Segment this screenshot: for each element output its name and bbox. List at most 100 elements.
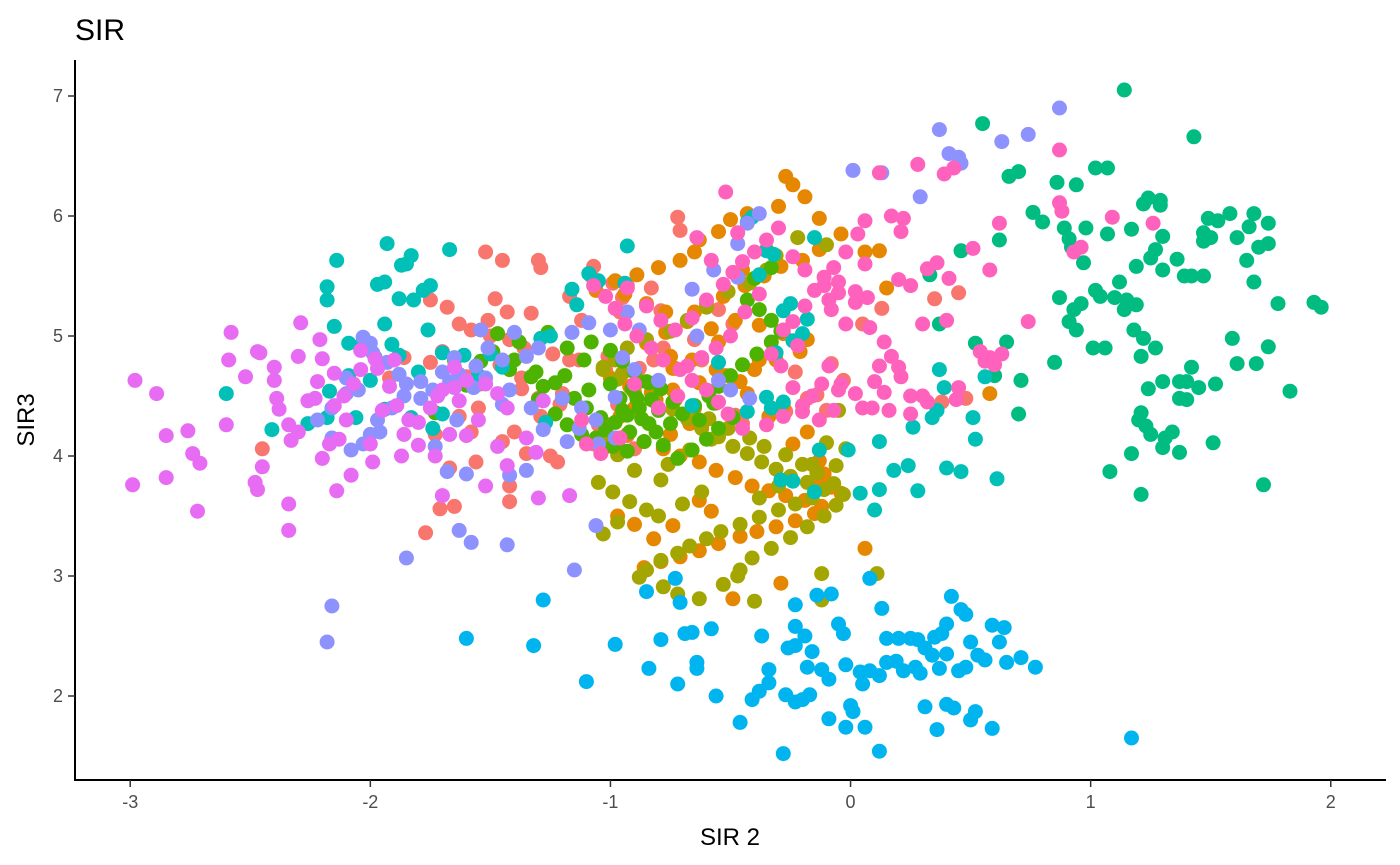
y-tick-label: 3 bbox=[53, 566, 63, 586]
data-point bbox=[502, 382, 518, 398]
data-point bbox=[480, 340, 496, 356]
data-point bbox=[699, 531, 714, 547]
data-point bbox=[927, 291, 943, 307]
data-point bbox=[689, 230, 705, 246]
data-point bbox=[857, 256, 873, 272]
data-point bbox=[588, 518, 604, 534]
data-point bbox=[319, 292, 335, 308]
data-point bbox=[545, 346, 561, 362]
data-point bbox=[370, 360, 385, 376]
data-point bbox=[266, 372, 282, 388]
data-point bbox=[811, 210, 827, 226]
data-point bbox=[871, 358, 887, 374]
data-point bbox=[403, 248, 419, 264]
data-point bbox=[158, 428, 174, 444]
data-point bbox=[855, 676, 871, 692]
data-point bbox=[627, 516, 642, 532]
data-point bbox=[329, 483, 345, 499]
data-point bbox=[672, 222, 688, 238]
data-point bbox=[463, 534, 479, 550]
data-point bbox=[655, 437, 671, 453]
data-point bbox=[871, 668, 887, 684]
data-point bbox=[967, 431, 983, 447]
data-point bbox=[1052, 100, 1067, 116]
data-point bbox=[326, 365, 342, 381]
data-point bbox=[653, 472, 669, 488]
data-point bbox=[895, 210, 911, 226]
data-point bbox=[1116, 82, 1132, 98]
data-point bbox=[773, 358, 789, 374]
data-point bbox=[787, 597, 803, 613]
data-point bbox=[1097, 340, 1113, 356]
data-point bbox=[353, 342, 369, 358]
data-point bbox=[319, 634, 335, 650]
points-layer bbox=[125, 82, 1329, 762]
data-point bbox=[578, 674, 594, 690]
data-point bbox=[643, 280, 659, 296]
data-point bbox=[1013, 372, 1029, 388]
data-point bbox=[816, 508, 832, 524]
data-point bbox=[799, 519, 815, 535]
data-point bbox=[264, 422, 280, 438]
data-point bbox=[523, 305, 539, 321]
data-point bbox=[396, 426, 412, 442]
data-point bbox=[343, 442, 359, 458]
x-axis-ticks: -3 -2 -1 0 1 2 bbox=[122, 780, 1336, 812]
data-point bbox=[684, 442, 700, 458]
data-point bbox=[862, 320, 878, 336]
data-point bbox=[838, 657, 854, 673]
data-point bbox=[290, 348, 306, 364]
data-point bbox=[783, 530, 798, 546]
data-point bbox=[744, 478, 760, 494]
data-point bbox=[506, 352, 522, 368]
data-point bbox=[413, 374, 429, 390]
data-point bbox=[823, 586, 839, 602]
data-point bbox=[732, 714, 748, 730]
data-point bbox=[991, 232, 1007, 248]
data-point bbox=[703, 321, 719, 337]
data-point bbox=[1246, 274, 1262, 290]
data-point bbox=[528, 364, 544, 380]
data-point bbox=[1112, 274, 1127, 290]
data-point bbox=[420, 322, 436, 338]
data-point bbox=[759, 232, 774, 248]
data-point bbox=[451, 522, 467, 538]
data-point bbox=[619, 443, 635, 459]
data-point bbox=[984, 617, 1000, 633]
data-point bbox=[1222, 206, 1238, 222]
data-point bbox=[1248, 356, 1264, 372]
data-point bbox=[627, 376, 642, 392]
data-point bbox=[1073, 239, 1089, 255]
data-point bbox=[1047, 354, 1063, 370]
data-point bbox=[826, 402, 842, 418]
data-point bbox=[835, 486, 851, 502]
data-point bbox=[739, 215, 755, 231]
data-point bbox=[787, 496, 803, 512]
data-point bbox=[751, 206, 767, 222]
data-point bbox=[910, 483, 926, 499]
data-point bbox=[1155, 440, 1171, 456]
y-tick-label: 6 bbox=[53, 206, 63, 226]
data-point bbox=[967, 704, 983, 720]
data-point bbox=[730, 225, 746, 241]
data-point bbox=[713, 524, 729, 540]
data-point bbox=[1196, 233, 1211, 249]
data-point bbox=[739, 404, 755, 420]
data-point bbox=[1136, 330, 1151, 346]
data-point bbox=[1020, 126, 1036, 142]
data-point bbox=[389, 398, 405, 414]
data-point bbox=[593, 446, 609, 462]
data-point bbox=[442, 426, 458, 442]
data-point bbox=[735, 420, 750, 436]
data-point bbox=[314, 450, 330, 466]
data-point bbox=[785, 177, 801, 193]
data-point bbox=[406, 292, 422, 308]
data-point bbox=[1306, 294, 1322, 310]
data-point bbox=[559, 417, 575, 433]
data-point bbox=[996, 620, 1012, 636]
data-point bbox=[730, 568, 746, 584]
data-point bbox=[797, 262, 813, 278]
data-point bbox=[300, 393, 316, 409]
data-point bbox=[977, 369, 993, 385]
data-point bbox=[583, 334, 599, 350]
